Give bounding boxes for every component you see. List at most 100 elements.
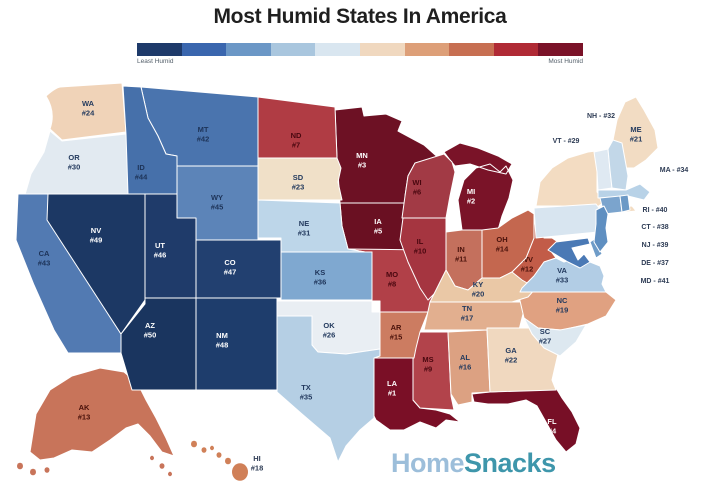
island-ak-1: [17, 462, 23, 470]
watermark: HomeSnacks: [391, 448, 556, 479]
state-label-va: VA #33: [556, 266, 569, 285]
legend-swatch-2: [181, 43, 227, 56]
state-nj: NJ - #39: [593, 205, 669, 253]
state-shape-fl: [471, 387, 581, 453]
state-az: AZ #50: [120, 297, 197, 391]
state-label-nj: NJ - #39: [642, 242, 669, 249]
island-hi-3: [210, 445, 214, 451]
state-label-or: OR #30: [68, 153, 81, 172]
state-label-la: LA #1: [387, 379, 398, 398]
state-me: ME #21: [612, 96, 659, 169]
legend-labels: Least Humid Most Humid: [137, 58, 583, 65]
state-fl: FL #4: [471, 387, 581, 453]
state-label-wv: WV #12: [521, 255, 534, 274]
state-shape-sc: [523, 317, 587, 357]
state-shape-tn: [423, 301, 527, 331]
state-label-mt: MT #42: [197, 125, 210, 144]
state-label-in: IN #11: [455, 245, 467, 264]
state-label-ca: CA #43: [38, 249, 51, 268]
state-shape-az: [120, 297, 197, 391]
state-ky: KY #20: [429, 269, 537, 303]
state-ri: RI - #40: [619, 194, 668, 214]
state-label-md: MD - #41: [641, 278, 670, 285]
state-label-ms: MS #9: [422, 355, 433, 374]
legend-label-least: Least Humid: [137, 58, 174, 65]
state-label-id: ID #44: [135, 163, 148, 182]
legend-swatch-3: [226, 43, 271, 56]
state-shape-nm: [195, 297, 278, 391]
state-ms: MS #9: [412, 331, 455, 411]
state-sc: SC #27: [523, 317, 587, 357]
state-label-ct: CT - #38: [641, 224, 668, 231]
state-label-ia: IA #5: [374, 217, 383, 236]
state-ak: AK #13: [17, 367, 175, 477]
state-label-nm: NM #48: [216, 331, 229, 350]
state-label-fl: FL #4: [547, 417, 557, 436]
island-hi-4: [216, 452, 222, 458]
legend-swatch-6: [359, 43, 405, 56]
state-or: OR #30: [23, 130, 131, 199]
state-shape-md: [547, 237, 591, 269]
state-mi: MI #2: [443, 142, 514, 231]
island-ak-6: [168, 471, 172, 477]
state-shape-wi: [401, 153, 456, 219]
state-label-ri: RI - #40: [643, 207, 668, 214]
state-shape-nh: [607, 139, 629, 191]
state-ks: KS #36: [280, 251, 373, 301]
state-label-vt: VT - #29: [553, 138, 580, 145]
state-label-ky: KY #20: [472, 280, 485, 299]
state-shape-nj: [593, 205, 609, 253]
state-label-tn: TN #17: [461, 304, 474, 323]
state-label-mo: MO #8: [386, 270, 398, 289]
island-hi-5: [225, 457, 231, 465]
state-shape-ak: [29, 367, 175, 461]
island-ak-5: [159, 463, 165, 469]
legend-swatch-4: [270, 43, 316, 56]
state-shape-ri: [619, 194, 631, 213]
state-label-ak: AK #13: [78, 403, 91, 422]
state-tx: TX #35: [276, 315, 381, 463]
color-scale-legend: [137, 43, 583, 56]
legend-swatch-5: [315, 43, 360, 56]
state-pa: [533, 203, 603, 239]
island-ak-3: [44, 467, 50, 473]
state-label-al: AL #16: [459, 353, 472, 372]
watermark-snacks: Snacks: [464, 448, 556, 478]
state-label-nv: NV #49: [90, 226, 103, 245]
state-label-nh: NH - #32: [587, 113, 615, 120]
state-shape-va: [519, 257, 607, 293]
state-wi: WI #6: [401, 153, 456, 219]
page-title: Most Humid States In America: [213, 5, 507, 28]
state-label-ne: NE #31: [298, 219, 311, 238]
state-label-ut: UT #46: [154, 241, 167, 260]
state-label-il: IL #10: [414, 237, 427, 256]
state-label-wi: WI #6: [412, 178, 421, 197]
state-wa: WA #24: [45, 82, 127, 141]
state-label-me: ME #21: [630, 125, 643, 144]
state-label-nc: NC #19: [556, 296, 569, 315]
state-label-az: AZ #50: [144, 321, 157, 340]
state-label-mi: MI #2: [467, 187, 475, 206]
state-shape-me: [612, 96, 659, 169]
legend-swatch-10: [538, 43, 583, 56]
legend-swatch-9: [493, 43, 539, 56]
state-shape-co: [195, 239, 282, 299]
watermark-home: Home: [391, 448, 465, 478]
state-label-wa: WA #24: [82, 99, 95, 118]
island-hi-6: [232, 463, 248, 481]
state-al: AL #16: [447, 329, 491, 406]
legend-swatch-8: [449, 43, 494, 56]
island-ak-4: [150, 455, 154, 461]
state-shape-nv: [46, 193, 146, 335]
state-hi: HI #18: [191, 440, 263, 481]
state-label-mn: MN #3: [356, 151, 368, 170]
state-label-sc: SC #27: [539, 327, 552, 346]
state-tn: TN #17: [423, 301, 527, 331]
state-label-ok: OK #26: [323, 321, 336, 340]
state-label-ga: GA #22: [505, 346, 518, 365]
state-label-ar: AR #15: [390, 323, 403, 342]
state-label-sd: SD #23: [292, 173, 305, 192]
state-sd: SD #23: [257, 157, 343, 201]
